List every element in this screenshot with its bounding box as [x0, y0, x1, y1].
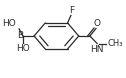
Text: HO: HO — [16, 44, 30, 53]
Text: F: F — [69, 6, 74, 15]
Text: HN: HN — [90, 45, 103, 54]
Text: HO: HO — [3, 19, 16, 28]
Text: B: B — [17, 32, 24, 40]
Text: O: O — [93, 19, 100, 28]
Text: CH₃: CH₃ — [108, 39, 123, 48]
